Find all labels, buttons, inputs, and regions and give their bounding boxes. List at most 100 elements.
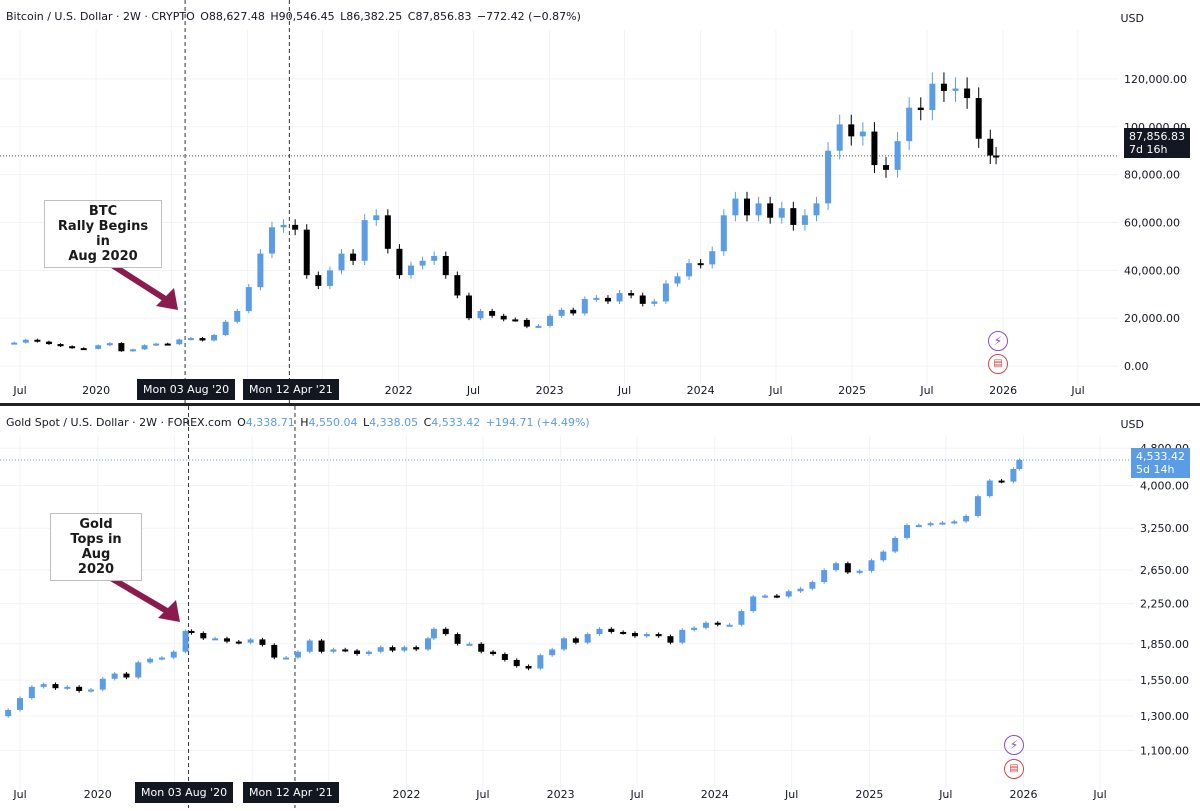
y-tick-label: 80,000.00 [1124,169,1180,182]
candle-body [466,643,473,646]
candle-body [222,321,229,335]
candle-body [326,270,333,286]
candle-body [738,611,745,625]
gold-chart-svg[interactable]: 1,100.00 1,300.00 1,550.00 1,850.00 2,250.00… [0,406,1200,811]
candle-body [801,215,808,225]
btc-annotation-line: Aug 2020 [68,249,138,264]
candle-body [135,662,142,678]
candle-body [844,563,851,573]
candle-body [604,297,611,302]
x-tick-label: 2023 [536,384,564,397]
x-tick-label: 2023 [547,788,575,801]
candle-body [57,344,64,347]
us-flag-icon[interactable]: ▤ [988,354,1008,374]
x-tick-label: 2024 [701,788,729,801]
y-tick-label: 2,250.00 [1140,598,1189,611]
candle-body [28,686,35,699]
x-tick-label: Jul [938,788,952,801]
candle-body [164,343,171,346]
candle-body [141,345,148,350]
annotation-arrow-head [156,288,178,310]
candle-body [584,634,591,643]
candle-body [389,647,396,651]
lightning-icon[interactable]: ⚡ [988,331,1008,351]
candle-body [158,657,165,660]
gold-last-price: 4,533.42 [1136,450,1185,463]
candle-body [259,639,266,645]
candle-body [525,666,532,669]
candle-body [720,215,727,252]
candle-body [952,88,959,91]
candle-body [561,638,568,650]
gold-currency-label[interactable]: USD [1120,418,1144,431]
candle-body [40,684,47,687]
candle-body [292,224,299,230]
y-tick-label: 40,000.00 [1124,264,1180,277]
btc-chart-pane[interactable]: 0.00 20,000.00 40,000.00 60,000.00 80,000.00… [0,0,1200,406]
candle-body [200,633,207,639]
candle-body [651,301,658,304]
candle-body [732,198,739,216]
candle-body [790,208,797,225]
candle-body [187,338,194,341]
gold-last-price-flag: 4,533.42 5d 14h [1131,448,1190,478]
candle-body [477,311,484,319]
gold-annotation-line: Tops in Aug [70,532,122,562]
candle-body [892,537,899,552]
btc-change: −772.42 (−0.87%) [476,10,581,23]
candle-body [306,640,313,652]
annotation-arrow-head [158,600,180,622]
y-tick-label: 4,000.00 [1140,480,1189,493]
candle-body [501,654,508,660]
us-flag-icon[interactable]: ▤ [1004,759,1024,779]
btc-annotation-box: BTC Rally Begins in Aug 2020 [44,200,162,268]
candle-body [581,299,588,314]
candle-body [848,124,855,137]
candle-body [361,220,368,261]
lightning-icon[interactable]: ⚡ [1004,735,1024,755]
candle-body [454,275,461,296]
btc-chart-svg[interactable]: 0.00 20,000.00 40,000.00 60,000.00 80,000.00… [0,0,1200,403]
candle-body [906,107,913,142]
candle-body [22,339,29,343]
candle-body [974,496,981,516]
btc-date-flag-aug20: Mon 03 Aug '20 [137,379,236,400]
candle-body [45,341,52,345]
gold-chart-pane[interactable]: 1,100.00 1,300.00 1,550.00 1,850.00 2,250.00… [0,406,1200,811]
x-tick-label: Jul [784,788,798,801]
candle-body [809,582,816,589]
candle-body [593,297,600,300]
candle-body [80,348,87,351]
candle-body [5,709,12,717]
candle-body [377,647,384,652]
x-tick-label: Jul [919,384,933,397]
candle-body [702,622,709,628]
candle-body [396,248,403,276]
candle-body [714,622,721,625]
candle-body [330,649,337,652]
btc-currency-label[interactable]: USD [1120,12,1144,25]
x-tick-label: 2026 [1010,788,1038,801]
btc-high: H90,546.45 [270,10,335,23]
candle-body [303,229,310,276]
x-tick-label: 2026 [989,384,1017,397]
candle-body [95,345,102,349]
candle-body [99,678,106,690]
candle-body [153,343,160,346]
candle-body [917,107,924,111]
candle-body [234,311,241,322]
candle-body [147,658,154,663]
btc-low: L86,382.25 [340,10,403,23]
candle-body [338,253,345,271]
candle-body [572,638,579,643]
candle-body [76,686,83,691]
gold-low: 4,338.05 [369,416,419,429]
candle-body [490,651,497,655]
candle-body [419,260,426,266]
candle-body [1016,459,1023,469]
candle-body [773,595,780,598]
candle-body [825,150,832,204]
y-tick-label: 0.00 [1124,360,1149,373]
candle-body [247,639,254,643]
btc-close: C87,856.83 [407,10,472,23]
